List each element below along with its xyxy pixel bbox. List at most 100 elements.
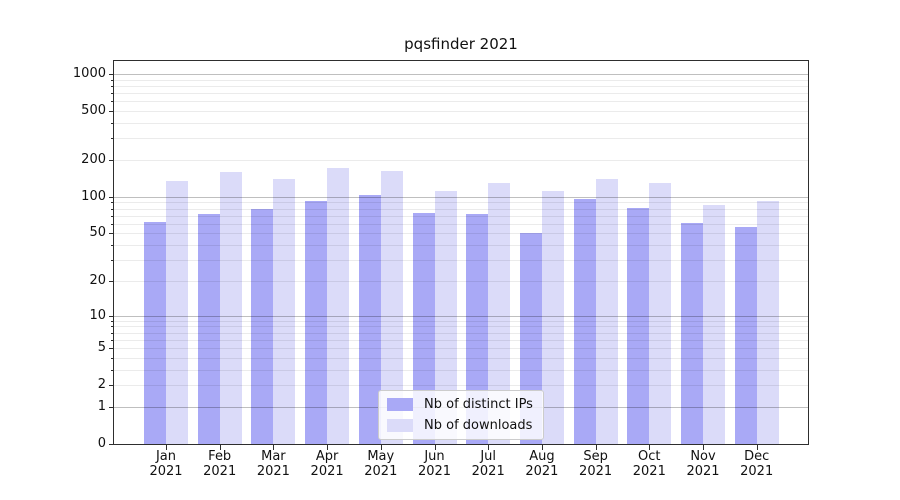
- y-tick-label-10: 10: [89, 307, 106, 323]
- y-tick-50: [109, 233, 114, 235]
- x-tick-label-nov: Nov 2021: [686, 449, 720, 479]
- x-tick-dec: [756, 445, 758, 450]
- y-tick-label-20: 20: [89, 272, 106, 288]
- x-tick-label-dec: Dec 2021: [740, 449, 774, 479]
- y-tick-label-2: 2: [97, 377, 106, 393]
- bar-dec-distinct-ips: [734, 227, 757, 444]
- x-tick-jan: [166, 445, 167, 450]
- y-tick-label-50: 50: [89, 225, 106, 241]
- bar-mar-downloads: [273, 178, 296, 444]
- y-minor-tick-6: [111, 339, 114, 341]
- y-tick-label-200: 200: [81, 151, 106, 167]
- y-minor-tick-90: [111, 202, 114, 204]
- gridline-90: [114, 202, 808, 204]
- y-tick-1000: [109, 73, 114, 75]
- y-tick-10: [109, 315, 114, 317]
- bar-sep-downloads: [595, 179, 618, 444]
- y-minor-tick-900: [111, 79, 114, 81]
- y-minor-tick-40: [111, 245, 114, 247]
- gridline-700: [114, 93, 808, 95]
- bar-jul-distinct-ips: [466, 214, 489, 444]
- x-tick-label-jun: Jun 2021: [417, 449, 452, 479]
- bar-apr-downloads: [327, 168, 350, 444]
- bar-nov-downloads: [703, 204, 725, 444]
- legend: Nb of distinct IPs Nb of downloads: [378, 390, 544, 440]
- bar-jan-downloads: [166, 180, 188, 444]
- legend-entry-distinct-ips: Nb of distinct IPs: [387, 397, 533, 412]
- y-minor-tick-30: [111, 260, 114, 262]
- bar-aug-downloads: [541, 190, 564, 444]
- gridline-500: [114, 111, 808, 113]
- x-tick-sep: [595, 445, 597, 450]
- y-tick-label-1000: 1000: [72, 65, 106, 81]
- gridline-400: [114, 122, 808, 124]
- gridline-800: [114, 85, 808, 87]
- y-tick-2: [109, 385, 114, 387]
- y-minor-tick-300: [111, 138, 114, 140]
- x-tick-label-sep: Sep 2021: [579, 449, 613, 479]
- gridline-300: [114, 138, 808, 140]
- x-tick-label-aug: Aug 2021: [525, 449, 559, 479]
- bar-may-downloads: [380, 170, 403, 444]
- x-tick-label-jul: Jul 2021: [471, 449, 505, 479]
- gridline-200: [114, 159, 808, 161]
- bar-apr-distinct-ips: [305, 200, 328, 444]
- bar-oct-downloads: [649, 182, 672, 444]
- x-tick-label-jan: Jan 2021: [149, 449, 183, 479]
- y-tick-label-500: 500: [81, 103, 106, 119]
- x-tick-label-mar: Mar 2021: [256, 449, 290, 479]
- bar-dec-downloads: [756, 200, 779, 444]
- x-tick-aug: [541, 445, 543, 450]
- legend-swatch-downloads: [387, 419, 413, 432]
- bar-jun-distinct-ips: [412, 212, 435, 444]
- x-tick-label-may: May 2021: [364, 449, 398, 479]
- x-tick-label-feb: Feb 2021: [203, 449, 237, 479]
- y-tick-20: [109, 280, 114, 282]
- y-tick-label-0: 0: [97, 436, 106, 451]
- y-minor-tick-7: [111, 332, 114, 334]
- bar-jun-downloads: [434, 190, 457, 444]
- bar-oct-distinct-ips: [627, 208, 650, 444]
- x-tick-mar: [273, 445, 275, 450]
- legend-entry-downloads: Nb of downloads: [387, 418, 533, 433]
- y-tick-label-1: 1: [97, 398, 106, 414]
- chart-title: pqsfinder 2021: [404, 35, 518, 53]
- y-minor-tick-600: [111, 101, 114, 103]
- x-tick-jul: [488, 445, 490, 450]
- gridline-100: [114, 196, 808, 198]
- y-tick-label-100: 100: [81, 188, 106, 204]
- gridline-1000: [114, 73, 808, 75]
- y-tick-200: [109, 159, 114, 161]
- bar-mar-distinct-ips: [251, 208, 274, 444]
- bar-feb-downloads: [219, 171, 242, 444]
- y-tick-1: [109, 406, 114, 408]
- x-tick-may: [380, 445, 382, 450]
- y-minor-tick-4: [111, 357, 114, 359]
- y-tick-5: [109, 348, 114, 350]
- y-minor-tick-700: [111, 93, 114, 95]
- bar-jan-distinct-ips: [144, 222, 166, 444]
- y-tick-label-5: 5: [97, 340, 106, 356]
- y-minor-tick-80: [111, 208, 114, 210]
- bar-may-distinct-ips: [358, 194, 381, 444]
- legend-label-distinct-ips: Nb of distinct IPs: [424, 397, 533, 412]
- x-tick-jun: [434, 445, 436, 450]
- y-minor-tick-60: [111, 223, 114, 225]
- x-tick-label-apr: Apr 2021: [310, 449, 344, 479]
- x-tick-feb: [219, 445, 221, 450]
- bar-feb-distinct-ips: [197, 213, 220, 444]
- x-tick-oct: [649, 445, 651, 450]
- plot-area: Nb of distinct IPs Nb of downloads: [113, 60, 809, 445]
- y-tick-500: [109, 111, 114, 113]
- y-tick-0: [109, 444, 114, 445]
- y-minor-tick-3: [111, 369, 114, 371]
- legend-label-downloads: Nb of downloads: [424, 418, 533, 433]
- y-minor-tick-800: [111, 85, 114, 87]
- y-minor-tick-9: [111, 320, 114, 322]
- bar-sep-distinct-ips: [573, 199, 596, 444]
- bar-jul-downloads: [488, 182, 511, 444]
- x-tick-label-oct: Oct 2021: [632, 449, 666, 479]
- gridline-600: [114, 101, 808, 103]
- y-minor-tick-8: [111, 326, 114, 328]
